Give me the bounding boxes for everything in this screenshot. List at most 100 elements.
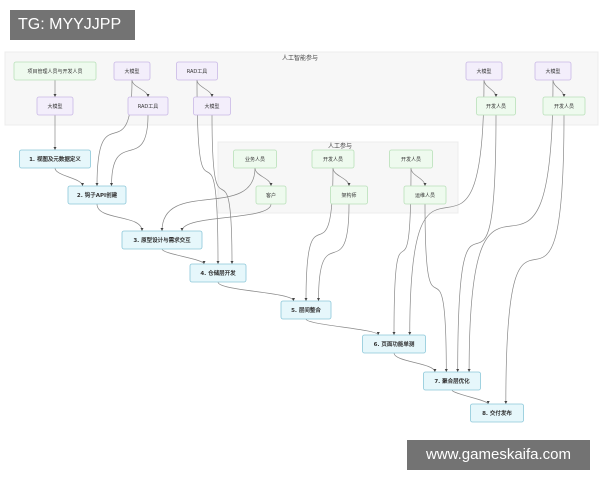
node-pm[interactable]: 项目管理人员与开发人员 [13,61,97,81]
arrowhead-icon [110,183,113,186]
node-llm1[interactable]: 大模型 [113,61,151,81]
node-s2[interactable]: 2. 钩子API创建 [67,185,127,205]
watermark-bottom-right: www.gameskaifa.com [407,440,590,470]
node-label: 架构师 [341,192,356,199]
node-label: 大模型 [204,103,219,110]
arrowhead-icon [53,147,57,150]
edge-dev1-to-s7 [457,114,497,373]
node-box [280,300,332,320]
node-box [311,149,355,169]
edge-biz-to-s3 [161,167,256,232]
edge-dev2-to-s8 [505,114,565,405]
node-rag1[interactable]: RAD工具 [176,61,218,81]
node-label: 开发人员 [554,103,574,110]
node-box [13,61,97,81]
arrowhead-icon [486,401,490,404]
subgraph-ai-label: 人工智能参与 [282,54,318,62]
node-box [19,149,91,169]
arrowhead-icon [504,401,508,404]
node-box [127,96,169,116]
node-s1[interactable]: 1. 视图及元数据定义 [19,149,91,169]
node-box [330,185,368,205]
edge-cust-to-s3 [181,203,272,232]
node-dev2[interactable]: 开发人员 [542,96,586,116]
arrowhead-icon [292,298,295,301]
node-box [465,61,503,81]
edge-llm4-to-s6 [409,79,485,336]
node-box [534,61,572,81]
node-box [121,230,203,250]
arrowhead-icon [304,298,308,301]
node-label: 5. 层间整合 [291,306,321,314]
arrowhead-icon [140,228,144,231]
node-label: 开发人员 [401,156,421,163]
node-label: RAD工具 [138,104,159,110]
node-label: 大模型 [476,68,491,75]
node-llm3[interactable]: 大模型 [193,96,231,116]
node-label: 项目管理人员与开发人员 [27,68,82,75]
node-label: 4. 仓储层开发 [200,269,236,277]
arrowhead-icon [210,94,214,97]
arrowhead-icon [202,261,206,264]
arrowhead-icon [456,369,460,372]
node-label: 开发人员 [323,156,343,163]
node-box [362,334,426,354]
edge-ops-to-s7 [424,203,447,373]
node-s4[interactable]: 4. 仓储层开发 [189,263,247,283]
node-llm4[interactable]: 大模型 [465,61,503,81]
node-box [423,371,481,391]
node-box [189,263,247,283]
node-s7[interactable]: 7. 聚合层优化 [423,371,481,391]
watermark-top-left: TG: MYYJJPP [10,10,135,40]
node-box [176,61,218,81]
node-llm5[interactable]: 大模型 [534,61,572,81]
arrowhead-icon [562,94,566,97]
arrowhead-icon [230,261,234,264]
arrowhead-icon [53,94,57,97]
node-s8[interactable]: 8. 交付发布 [470,403,524,423]
node-label: 8. 交付发布 [482,409,512,417]
node-box [193,96,231,116]
node-dev1[interactable]: 开发人员 [476,96,516,116]
arrowhead-icon [180,228,184,231]
node-dev4[interactable]: 开发人员 [389,149,433,169]
edge-arch-to-s5 [318,203,350,302]
node-box [542,96,586,116]
node-arch[interactable]: 架构师 [330,185,368,205]
node-box [403,185,447,205]
arrowhead-icon [216,261,220,264]
node-box [470,403,524,423]
edge-llm5-to-s7 [468,79,554,373]
arrowhead-icon [160,228,164,231]
node-box [113,61,151,81]
node-box [36,96,74,116]
edge-s4-to-s5 [217,281,294,302]
node-box [476,96,516,116]
node-biz[interactable]: 业务人员 [233,149,277,169]
arrowhead-icon [317,298,320,301]
node-box [67,185,127,205]
edge-llm3-to-s4 [211,114,233,265]
node-ops[interactable]: 运维人员 [403,185,447,205]
arrowhead-icon [433,369,437,372]
node-box [255,185,287,205]
edge-dev4-to-s6 [393,167,412,336]
arrowhead-icon [494,94,498,97]
node-llm2[interactable]: 大模型 [36,96,74,116]
arrowhead-icon [408,332,412,335]
node-label: 开发人员 [486,103,506,110]
node-s5[interactable]: 5. 层间整合 [280,300,332,320]
node-label: 3. 原型设计与需求交互 [133,236,191,244]
node-s6[interactable]: 6. 页面功能单测 [362,334,426,354]
node-label: 1. 视图及元数据定义 [29,155,81,163]
node-rag2[interactable]: RAD工具 [127,96,169,116]
arrowhead-icon [392,332,396,335]
arrowhead-icon [467,369,471,372]
node-dev3[interactable]: 开发人员 [311,149,355,169]
subgraph-human-label: 人工参与 [328,142,352,150]
node-s3[interactable]: 3. 原型设计与需求交互 [121,230,203,250]
edge-dev3-to-s5 [305,167,334,302]
node-cust[interactable]: 客户 [255,185,287,205]
arrowhead-icon [423,183,427,186]
